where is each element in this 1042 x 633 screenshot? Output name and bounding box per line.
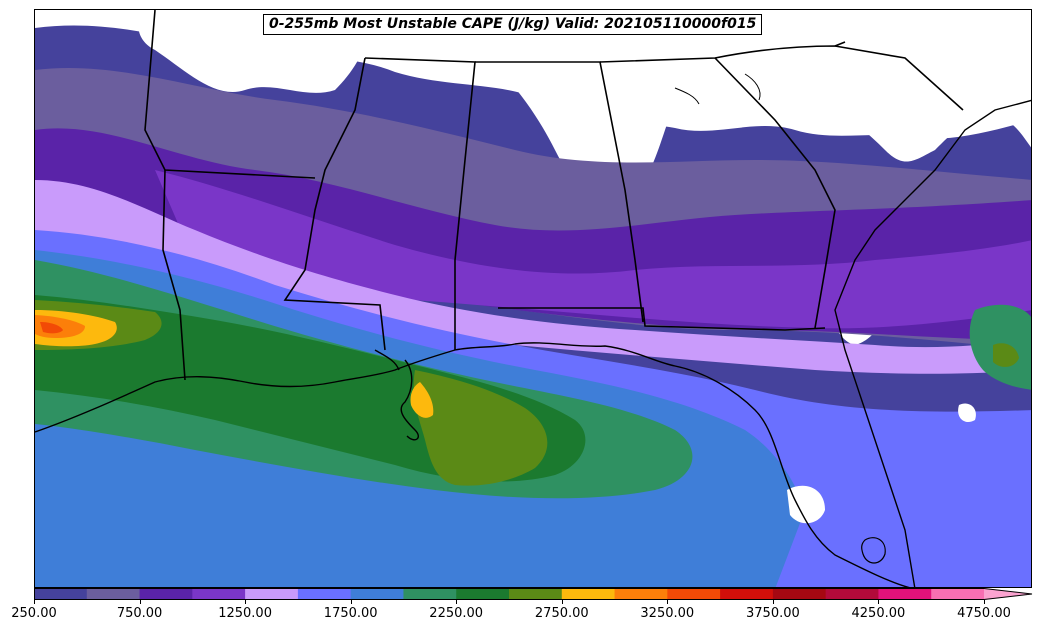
colorbar [34, 588, 1034, 600]
colorbar-tick-label: 3250.00 [640, 606, 695, 621]
colorbar-swatch [825, 588, 879, 600]
colorbar-tick-label: 3750.00 [746, 606, 800, 621]
colorbar-tick-label: 2250.00 [429, 606, 484, 621]
cape-atlantic-blob-2 [993, 343, 1019, 367]
colorbar-swatch [561, 588, 616, 600]
colorbar-swatch [720, 588, 774, 600]
cape-atlantic-white [958, 403, 976, 423]
colorbar-swatch [403, 588, 457, 600]
colorbar-swatch [192, 588, 246, 600]
colorbar-swatches [34, 588, 1033, 600]
colorbar-swatch [350, 588, 404, 600]
colorbar-tick-mark [878, 600, 880, 604]
colorbar-tick-mark [245, 600, 247, 604]
lake-outline [674, 73, 761, 105]
lake-okeechobee [861, 537, 886, 564]
colorbar-swatch [772, 588, 827, 600]
colorbar-tick-mark [561, 600, 563, 604]
colorbar-tick-mark [772, 600, 774, 604]
colorbar-tick-mark [350, 600, 352, 604]
colorbar-swatch [667, 588, 721, 600]
cape-band-3250 [40, 322, 63, 334]
colorbar-tick-mark [667, 600, 669, 604]
colorbar-tick-label: 4250.00 [851, 606, 906, 621]
colorbar-swatch [878, 588, 932, 600]
colorbar-tick-label: 250.00 [11, 606, 57, 621]
map-title: 0-255mb Most Unstable CAPE (J/kg) Valid:… [263, 14, 763, 35]
colorbar-tick-label: 1750.00 [323, 606, 378, 621]
map-panel: 0-255mb Most Unstable CAPE (J/kg) Valid:… [34, 9, 1032, 588]
colorbar-tick-label: 2750.00 [534, 606, 589, 621]
colorbar-tick-mark [984, 600, 985, 604]
colorbar-swatch [139, 588, 193, 600]
cape-band-1000 [155, 170, 1031, 329]
colorbar-tick-label: 1250.00 [218, 606, 272, 621]
coastline [35, 99, 1031, 587]
cape-florida-white [787, 485, 825, 524]
colorbar-swatch [509, 588, 563, 600]
colorbar-tick-mark [34, 600, 35, 604]
cape-contour-map [35, 10, 1031, 587]
colorbar-swatch [614, 588, 668, 600]
colorbar-tick-label: 750.00 [116, 606, 163, 621]
state-borders [144, 10, 964, 381]
colorbar-extend-triangle [984, 588, 1032, 600]
no-cape-north-2 [365, 10, 1031, 203]
colorbar-swatch [456, 588, 510, 600]
colorbar-swatch [86, 588, 141, 600]
colorbar-swatch [297, 588, 352, 600]
colorbar-outline [34, 588, 1033, 600]
cape-band-2750 [35, 310, 434, 418]
colorbar-tick-mark [456, 600, 458, 604]
colorbar-swatch [34, 588, 88, 600]
colorbar-tick-mark [139, 600, 141, 604]
colorbar-tick-label: 4750.00 [957, 606, 1011, 621]
colorbar-swatch [245, 588, 299, 600]
colorbar-swatch [931, 588, 985, 600]
